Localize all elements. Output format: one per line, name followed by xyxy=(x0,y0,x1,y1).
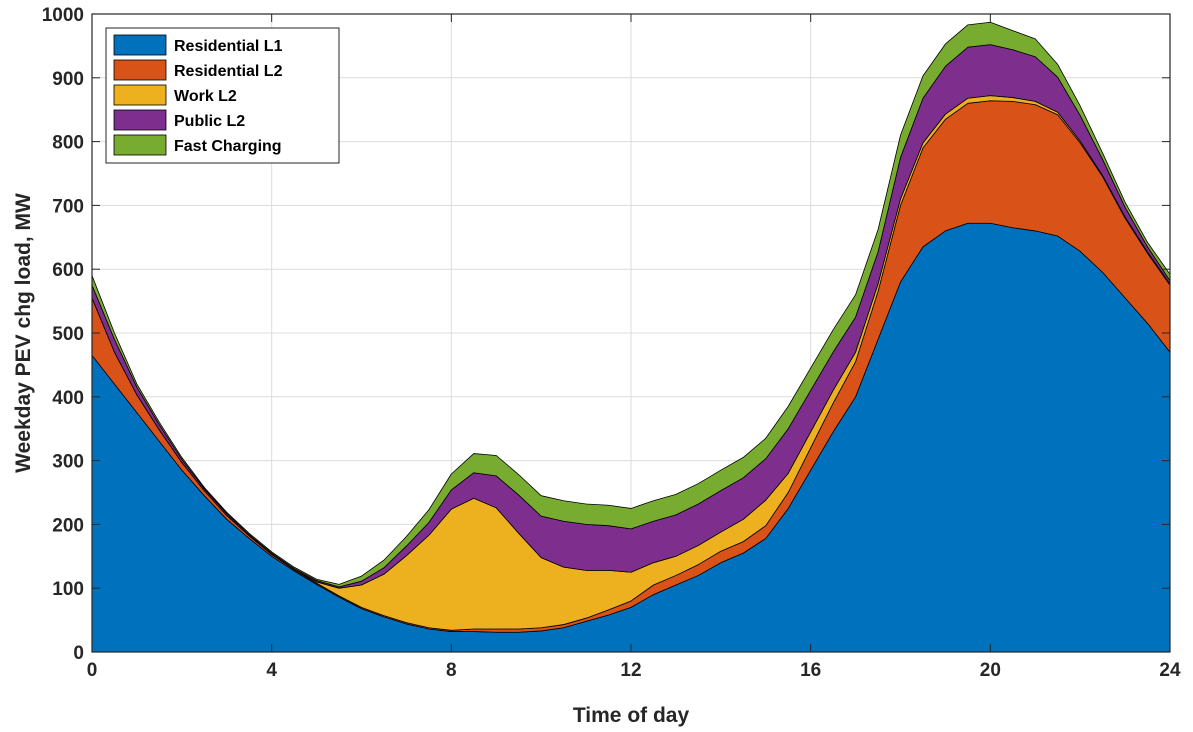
legend-label-fast-charging: Fast Charging xyxy=(174,138,282,155)
y-tick-label: 800 xyxy=(52,133,84,154)
y-tick-label: 100 xyxy=(52,579,84,600)
y-tick-labels: 0 100 200 300 400 500 600 700 800 900 1000 xyxy=(42,5,84,664)
x-tick-label: 16 xyxy=(800,660,821,681)
x-tick-label: 4 xyxy=(266,660,277,681)
legend-label-work-l2: Work L2 xyxy=(174,88,237,105)
legend-swatch-residential-l1 xyxy=(113,34,167,56)
legend-swatch-public-l2 xyxy=(113,109,167,131)
x-tick-label: 20 xyxy=(980,660,1001,681)
x-axis-label: Time of day xyxy=(573,704,690,727)
legend-label-public-l2: Public L2 xyxy=(174,113,245,130)
x-tick-label: 12 xyxy=(620,660,641,681)
x-tick-label: 24 xyxy=(1159,660,1181,681)
x-tick-label: 8 xyxy=(446,660,457,681)
x-tick-label: 0 xyxy=(87,660,98,681)
y-tick-label: 700 xyxy=(52,196,84,217)
y-tick-label: 300 xyxy=(52,452,84,473)
axes xyxy=(91,13,1171,653)
y-tick-label: 1000 xyxy=(42,5,84,26)
legend-label-residential-l2: Residential L2 xyxy=(174,63,283,80)
y-tick-label: 200 xyxy=(52,515,84,536)
x-tick-labels: 0 4 8 12 16 20 24 xyxy=(87,660,1181,681)
y-tick-label: 0 xyxy=(73,643,84,664)
y-tick-label: 900 xyxy=(52,69,84,90)
legend-swatch-residential-l2 xyxy=(113,59,167,81)
y-tick-label: 500 xyxy=(52,324,84,345)
legend-swatch-fast-charging xyxy=(113,134,167,156)
legend-swatch-work-l2 xyxy=(113,84,167,106)
legend: Residential L1 Residential L2 Work L2 Publi… xyxy=(105,27,340,164)
legend-label-residential-l1: Residential L1 xyxy=(174,38,283,55)
y-tick-label: 600 xyxy=(52,260,84,281)
y-axis-label: Weekday PEV chg load, MW xyxy=(12,193,35,473)
y-tick-label: 400 xyxy=(52,388,84,409)
